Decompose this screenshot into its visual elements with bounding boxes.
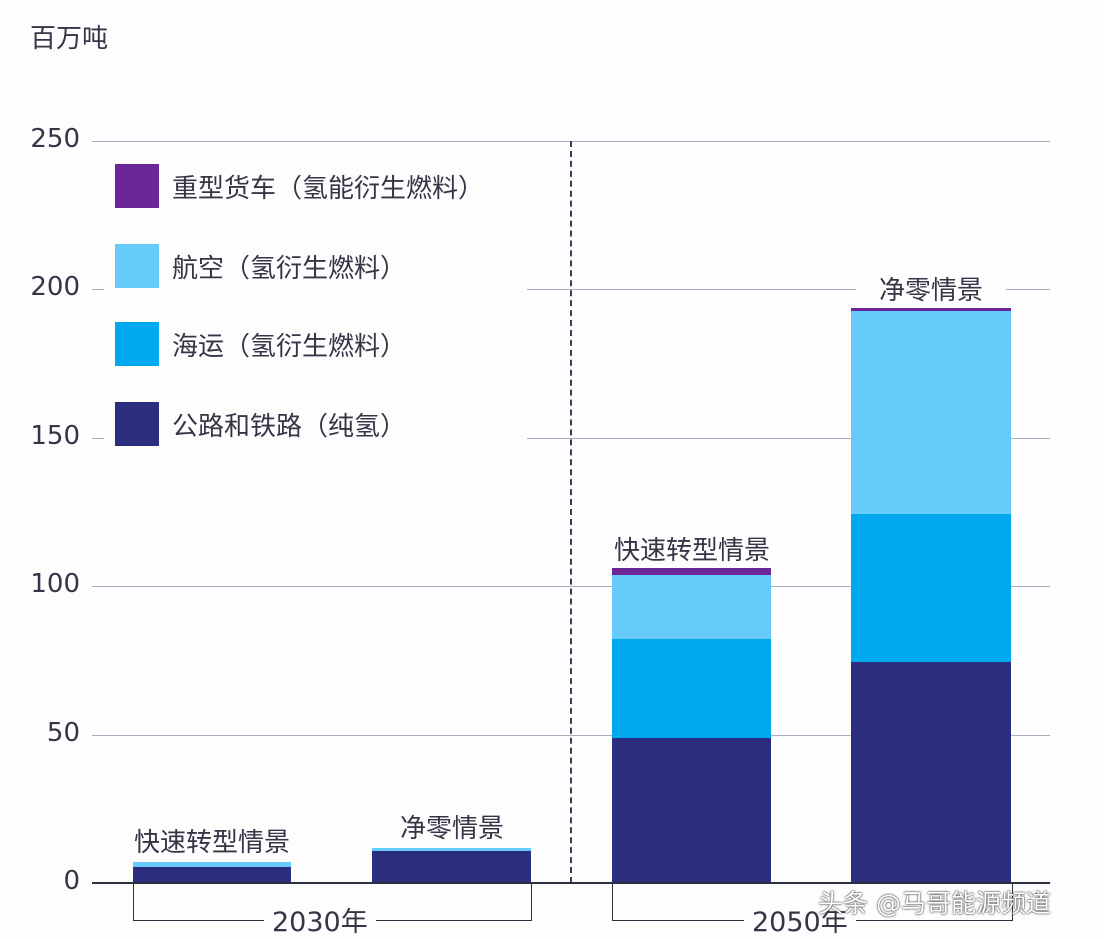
segment-trucks (851, 308, 1011, 311)
segment-shipping (851, 514, 1011, 662)
segment-trucks (612, 568, 771, 575)
y-tick-100: 100 (30, 569, 80, 599)
gridline-200-left (92, 289, 104, 290)
segment-aviation (612, 575, 771, 639)
legend-label-aviation: 航空（氢衍生燃料） (172, 254, 407, 284)
legend-label-trucks: 重型货车（氢能衍生燃料） (172, 174, 485, 204)
segment-road-rail (372, 851, 531, 883)
segment-road-rail (612, 738, 771, 883)
legend-swatch-shipping (115, 322, 159, 366)
y-axis-unit: 百万吨 (30, 24, 109, 54)
segment-road-rail (851, 662, 1011, 883)
segment-road-rail (133, 867, 291, 883)
bar-label-2050-fast: 快速转型情景 (613, 536, 770, 566)
x-axis (92, 882, 1050, 884)
bar-2030-fast-transition (133, 862, 291, 883)
segment-aviation (372, 848, 531, 851)
legend-label-shipping: 海运（氢衍生燃料） (172, 332, 407, 362)
y-tick-200: 200 (30, 272, 80, 302)
group-label-2050: 2050年 (744, 900, 856, 939)
bar-2030-net-zero (372, 848, 531, 883)
gridline-150-left (92, 438, 104, 439)
legend-swatch-trucks (115, 164, 159, 208)
legend-label-road-rail: 公路和铁路（纯氢） (172, 412, 407, 442)
segment-shipping (612, 639, 771, 738)
y-tick-50: 50 (46, 718, 80, 748)
gridline-150 (527, 438, 1050, 439)
bar-label-2050-net-zero: 净零情景 (856, 270, 1006, 307)
y-tick-250: 250 (30, 124, 80, 154)
gridline-200 (527, 289, 1050, 290)
bar-label-2030-fast: 快速转型情景 (133, 828, 290, 858)
bar-label-2030-net-zero: 净零情景 (399, 814, 504, 844)
bar-2050-fast-transition (612, 568, 771, 883)
watermark: 头条 @马哥能源频道 (818, 889, 1051, 918)
bar-2050-net-zero (851, 308, 1011, 883)
y-tick-0: 0 (63, 866, 80, 896)
group-label-2030: 2030年 (264, 900, 376, 939)
segment-aviation (133, 862, 291, 867)
legend-swatch-aviation (115, 244, 159, 288)
period-divider (570, 141, 572, 883)
y-tick-150: 150 (30, 421, 80, 451)
segment-aviation (851, 311, 1011, 514)
legend-swatch-road-rail (115, 402, 159, 446)
